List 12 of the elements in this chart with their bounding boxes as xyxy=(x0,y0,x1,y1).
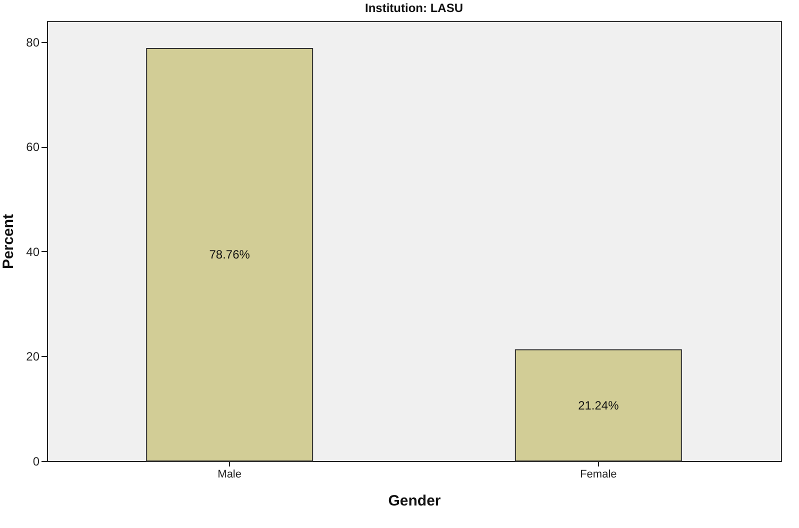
y-tick-label: 20 xyxy=(26,350,40,364)
chart-title: Institution: LASU xyxy=(365,1,463,15)
y-tick-label: 60 xyxy=(26,140,40,154)
x-tick-label: Female xyxy=(580,468,617,480)
x-tick-label: Male xyxy=(218,468,242,480)
y-tick-label: 40 xyxy=(26,244,40,259)
y-tick-label: 0 xyxy=(32,454,40,468)
data-label: 21.24% xyxy=(578,398,620,412)
data-label: 78.76% xyxy=(209,248,250,262)
y-tick-label: 80 xyxy=(26,35,40,50)
y-axis-title: Percent xyxy=(0,214,18,270)
x-axis-title: Gender xyxy=(388,492,441,510)
